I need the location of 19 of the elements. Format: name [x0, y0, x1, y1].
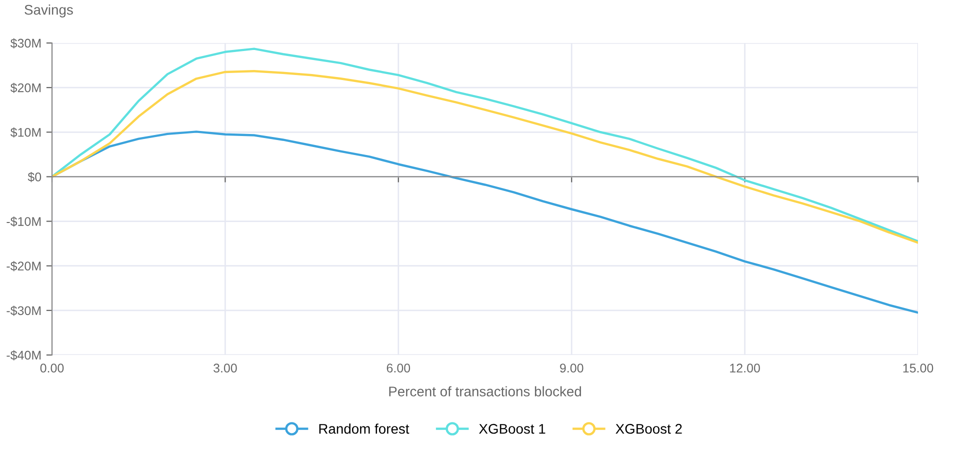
y-axis-title: Savings: [24, 4, 73, 18]
y-tick-label: $30M: [10, 38, 41, 48]
x-tick-label: 6.00: [386, 364, 410, 373]
y-tick-label: -$20M: [6, 261, 41, 272]
x-tick-label: 3.00: [214, 364, 237, 373]
legend-label: Random forest: [319, 424, 410, 434]
x-tick-label: 15.00: [903, 364, 934, 373]
y-tick-label: -$10M: [6, 216, 41, 227]
x-tick-label: 0.00: [40, 364, 64, 373]
y-tick-label: $10M: [10, 127, 41, 138]
y-tick-label: $20M: [10, 82, 41, 93]
y-tick-label: -$40M: [6, 350, 41, 360]
x-axis-title: Percent of transactions blocked: [389, 386, 581, 396]
x-tick-label: 9.00: [560, 364, 584, 373]
legend-label: XGBoost 2: [616, 424, 682, 434]
legend-label: XGBoost 1: [479, 424, 546, 434]
y-tick-label: $0: [28, 172, 42, 182]
x-tick-label: 12.00: [730, 364, 760, 373]
y-tick-label: -$30M: [6, 306, 41, 316]
